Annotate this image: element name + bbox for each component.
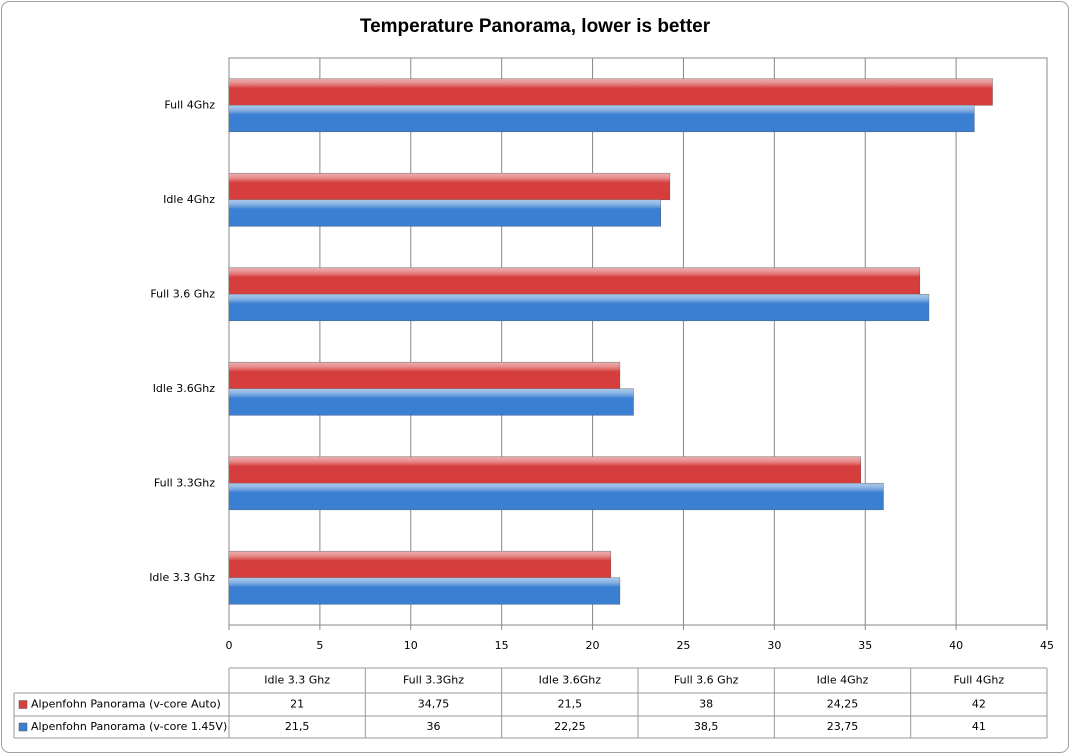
table-cell: 21,5: [558, 698, 583, 711]
y-tick-label: Full 3.6 Ghz: [150, 287, 215, 300]
bar-shine: [229, 362, 620, 389]
x-tick-label: 45: [1040, 639, 1054, 652]
x-tick-label: 25: [676, 639, 690, 652]
y-tick-label: Idle 4Ghz: [163, 193, 215, 206]
table-header: Idle 3.3 Ghz: [264, 674, 330, 687]
table-cell: 41: [972, 720, 986, 733]
plot-area: [228, 57, 1048, 626]
y-tick-label: Full 3.3Ghz: [154, 476, 215, 489]
table-cell: 21: [290, 698, 304, 711]
x-tick-label: 35: [858, 639, 872, 652]
x-tick-label: 10: [404, 639, 418, 652]
bar-shine: [229, 456, 861, 484]
x-tick-label: 30: [767, 639, 781, 652]
table-cell: 38: [699, 698, 713, 711]
bar-shine: [229, 294, 929, 321]
bar-shine: [229, 173, 670, 200]
x-tick-label: 0: [226, 639, 233, 652]
table-cell: 21,5: [285, 720, 310, 733]
chart-title: Temperature Panorama, lower is better: [360, 16, 711, 37]
y-tick-label: Idle 3.6Ghz: [153, 382, 216, 395]
bar-shine: [229, 388, 634, 416]
bar-shine: [229, 105, 975, 132]
legend-swatch: [18, 700, 28, 709]
table-header: Idle 3.6Ghz: [539, 674, 602, 687]
table-cell: 42: [972, 698, 986, 711]
bar-shine: [229, 199, 661, 227]
table-cell: 38,5: [694, 720, 719, 733]
table-header: Full 3.6 Ghz: [674, 674, 739, 687]
bar-shine: [229, 78, 993, 106]
bar-shine: [229, 551, 611, 578]
bar-shine: [229, 267, 920, 295]
y-tick-label: Idle 3.3 Ghz: [149, 571, 215, 584]
table-header: Full 3.3Ghz: [403, 674, 464, 687]
bar-shine: [229, 483, 884, 510]
legend-label: Alpenfohn Panorama (v-core Auto): [31, 698, 221, 711]
table-header: Idle 4Ghz: [817, 674, 869, 687]
x-tick-label: 40: [949, 639, 963, 652]
table-cell: 34,75: [418, 698, 450, 711]
x-tick-label: 20: [586, 639, 600, 652]
table-header: Full 4Ghz: [954, 674, 1005, 687]
table-cell: 23,75: [827, 720, 859, 733]
bar-shine: [229, 577, 620, 605]
x-tick-label: 15: [495, 639, 509, 652]
x-tick-label: 5: [316, 639, 323, 652]
legend-swatch: [18, 722, 28, 732]
table-cell: 22,25: [554, 720, 586, 733]
table-cell: 24,25: [827, 698, 859, 711]
table-cell: 36: [427, 720, 441, 733]
y-tick-label: Full 4Ghz: [164, 98, 215, 111]
legend-label: Alpenfohn Panorama (v-core 1.45V): [31, 720, 227, 733]
